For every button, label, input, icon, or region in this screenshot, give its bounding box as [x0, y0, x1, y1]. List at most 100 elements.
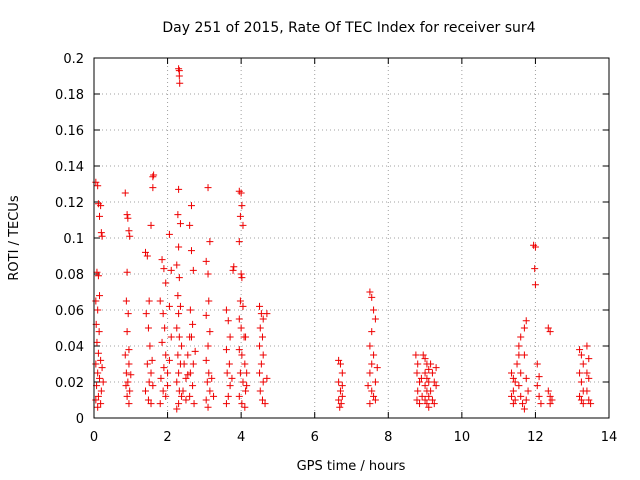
data-point [430, 378, 438, 386]
data-point [160, 265, 168, 273]
data-point [546, 392, 554, 400]
data-point [533, 360, 541, 368]
data-point [146, 342, 154, 350]
data-point [179, 387, 187, 395]
data-point [509, 387, 517, 395]
data-point [162, 392, 170, 400]
data-point [577, 351, 585, 359]
data-point [531, 243, 539, 251]
data-point [256, 342, 264, 350]
data-point [187, 333, 195, 341]
data-point [242, 387, 250, 395]
data-point [230, 263, 238, 271]
data-point [520, 351, 528, 359]
y-tick-label: 0.12 [55, 196, 84, 211]
data-point [228, 374, 236, 382]
data-point [241, 403, 249, 411]
data-point [432, 364, 440, 372]
data-point [190, 400, 198, 408]
data-point [121, 351, 129, 359]
data-point [206, 328, 214, 336]
data-point [162, 351, 170, 359]
data-point [174, 292, 182, 300]
data-point [515, 382, 523, 390]
data-point [235, 187, 243, 195]
data-point [204, 342, 212, 350]
axis-ticks: 0 0.02 0.04 0.06 0.08 0.1 0.12 0.14 0.16 0.18 0.2 0… [55, 52, 617, 445]
data-point [546, 400, 554, 408]
data-point [123, 268, 131, 276]
data-point [123, 392, 131, 400]
data-point [509, 374, 517, 382]
data-point [176, 220, 184, 228]
data-point [186, 306, 194, 314]
data-point [237, 324, 245, 332]
data-point [94, 306, 102, 314]
data-point [239, 221, 247, 229]
data-point [336, 403, 344, 411]
data-point [143, 360, 151, 368]
data-point [418, 392, 426, 400]
data-point [145, 297, 153, 305]
data-point [144, 396, 152, 404]
data-point [425, 403, 433, 411]
data-point [576, 369, 584, 377]
data-point [93, 338, 101, 346]
x-axis-label: GPS time / hours [297, 459, 406, 474]
data-point [243, 382, 251, 390]
data-point [164, 382, 172, 390]
x-tick-label: 0 [90, 430, 98, 445]
data-point [126, 232, 134, 240]
data-point [585, 355, 593, 363]
data-point [577, 396, 585, 404]
data-point [174, 351, 182, 359]
data-point [579, 360, 587, 368]
data-point [366, 342, 374, 350]
data-point [533, 382, 541, 390]
data-point [371, 315, 379, 323]
data-point [124, 310, 132, 318]
data-point [160, 364, 168, 372]
data-point [522, 317, 530, 325]
data-point [238, 202, 246, 210]
data-point [173, 405, 181, 413]
data-point [235, 346, 243, 354]
chart-title: Day 251 of 2015, Rate Of TEC Index for r… [162, 20, 535, 36]
data-point [97, 356, 105, 364]
data-point [150, 171, 158, 179]
data-point [124, 378, 132, 386]
data-point [202, 311, 210, 319]
data-point [258, 333, 266, 341]
data-point [256, 324, 264, 332]
data-point [223, 369, 231, 377]
data-point [421, 355, 429, 363]
data-point [178, 392, 186, 400]
data-point [531, 265, 539, 273]
data-point [202, 257, 210, 265]
data-point [175, 65, 183, 73]
x-tick-label: 2 [163, 430, 171, 445]
data-point [165, 230, 173, 238]
data-point [94, 369, 102, 377]
data-point [180, 360, 188, 368]
data-point [236, 212, 244, 220]
data-point [428, 396, 436, 404]
data-point [142, 387, 149, 395]
data-point [241, 360, 249, 368]
data-point [175, 310, 183, 318]
data-point [412, 351, 420, 359]
data-point [370, 392, 378, 400]
data-point [242, 333, 250, 341]
data-point [258, 396, 266, 404]
data-point [421, 382, 429, 390]
data-point [414, 360, 422, 368]
data-point [417, 374, 425, 382]
data-point [157, 374, 165, 382]
data-point [174, 211, 182, 219]
data-point [544, 387, 552, 395]
data-point [94, 182, 102, 190]
data-point [370, 306, 378, 314]
data-point [97, 400, 105, 408]
data-point [126, 387, 134, 395]
y-tick-label: 0.04 [55, 340, 84, 355]
